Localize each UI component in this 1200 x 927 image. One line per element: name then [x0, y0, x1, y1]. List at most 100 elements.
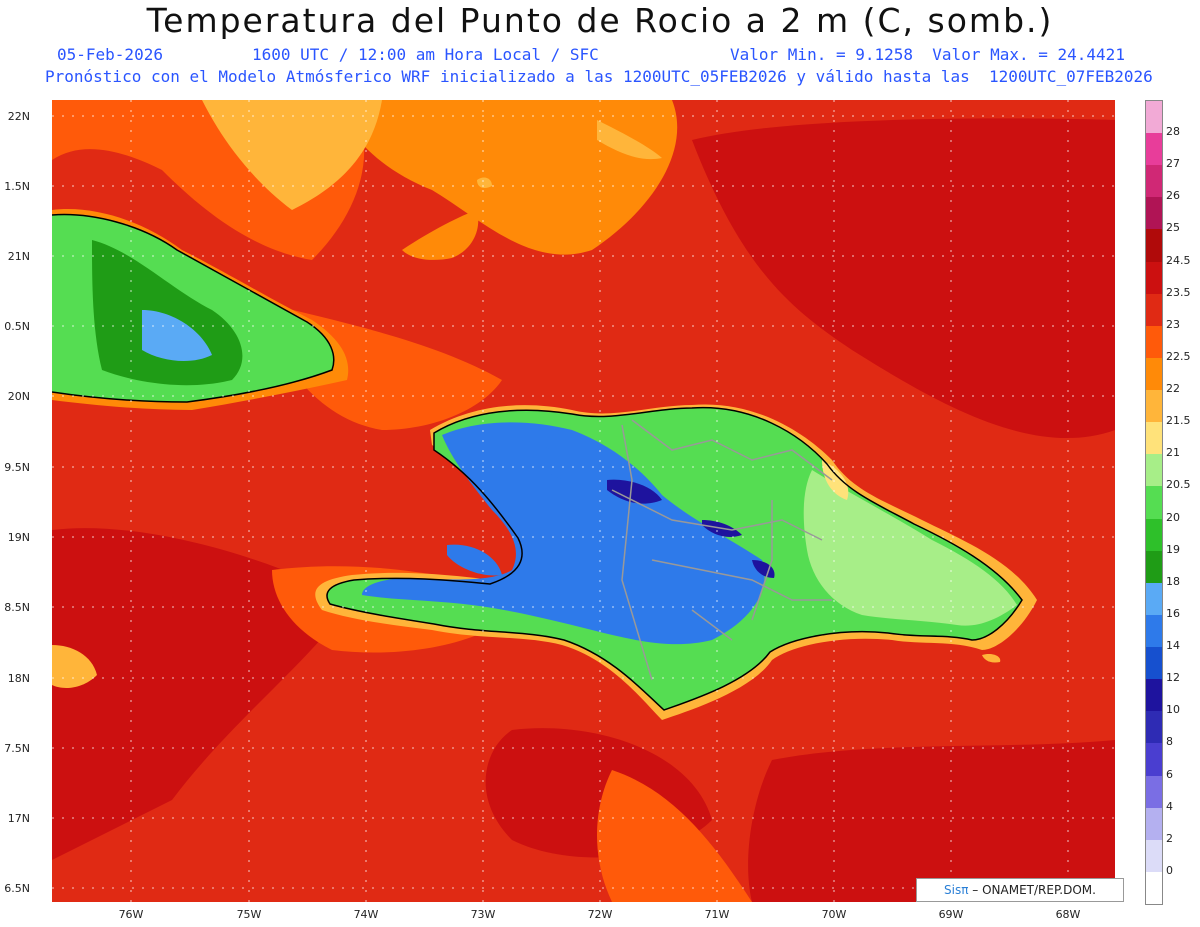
lon-label: 75W	[236, 908, 262, 921]
country-border	[621, 424, 653, 681]
lon-label: 76W	[118, 908, 144, 921]
lon-label: 71W	[704, 908, 730, 921]
legend-label: 18	[1166, 574, 1180, 588]
samana-peninsula	[822, 460, 849, 500]
small-island	[477, 177, 492, 188]
color-scale-legend	[1145, 100, 1163, 905]
time-label: 1600 UTC / 12:00 am Hora Local / SFC	[252, 45, 599, 64]
lat-label: 9.5N	[4, 461, 30, 474]
legend-label: 8	[1166, 735, 1173, 749]
legend-label: 2	[1166, 831, 1173, 845]
legend-swatch	[1146, 422, 1162, 455]
lon-label: 69W	[938, 908, 964, 921]
legend-swatch	[1146, 454, 1162, 487]
legend-swatch	[1146, 229, 1162, 263]
legend-swatch	[1146, 775, 1162, 809]
map-canvas	[52, 100, 1115, 902]
legend-label: 25	[1166, 221, 1180, 235]
legend-label: 20.5	[1166, 478, 1191, 492]
lon-label: 68W	[1055, 908, 1081, 921]
jamaica-tip	[52, 645, 97, 688]
ocean-yellow-n	[202, 100, 382, 210]
legend-swatch	[1146, 807, 1162, 841]
lat-label: 6.5N	[4, 882, 30, 895]
legend-label: 20	[1166, 510, 1180, 524]
legend-swatch	[1146, 550, 1162, 584]
date-label: 05-Feb-2026	[57, 45, 163, 64]
legend-swatch	[1146, 582, 1162, 616]
ocean-orange-south	[597, 770, 752, 902]
lon-label: 72W	[587, 908, 613, 921]
legend-swatch	[1146, 165, 1162, 198]
lat-label: 17N	[7, 812, 30, 825]
legend-swatch	[1146, 839, 1162, 873]
model-info-label: Pronóstico con el Modelo Atmósferico WRF…	[45, 67, 1153, 86]
legend-label: 10	[1166, 703, 1180, 717]
east-lowland	[803, 470, 1017, 626]
legend-swatch	[1146, 647, 1162, 680]
legend-label: 16	[1166, 606, 1180, 620]
lon-label: 70W	[821, 908, 847, 921]
legend-swatch	[1146, 711, 1162, 744]
lat-label: 20N	[7, 390, 30, 403]
legend-swatch	[1146, 679, 1162, 712]
legend-label: 28	[1166, 125, 1180, 139]
cuba-highland	[142, 310, 212, 362]
legend-label: 12	[1166, 671, 1180, 685]
legend-label: 23	[1166, 317, 1180, 331]
great-inagua	[402, 210, 479, 260]
lon-label: 74W	[353, 908, 379, 921]
cuba-coastline	[52, 213, 335, 403]
legend-swatch	[1146, 518, 1162, 552]
legend-label: 22.5	[1166, 349, 1191, 363]
legend-label: 22	[1166, 382, 1180, 396]
legend-swatch	[1146, 133, 1162, 166]
hispaniola-coastline	[326, 406, 1023, 711]
legend-label: 24.5	[1166, 253, 1191, 267]
lon-label: 73W	[470, 908, 496, 921]
legend-swatch	[1146, 743, 1162, 776]
legend-swatch	[1146, 261, 1162, 295]
legend-label: 19	[1166, 542, 1180, 556]
lat-label: 7.5N	[4, 742, 30, 755]
legend-label: 23.5	[1166, 285, 1191, 299]
legend-label: 26	[1166, 189, 1180, 203]
central-highlands	[362, 422, 765, 645]
legend-label: 0	[1166, 863, 1173, 877]
legend-label: 4	[1166, 799, 1173, 813]
cordillera-central-peak	[607, 479, 662, 504]
lat-label: 22N	[7, 110, 30, 123]
ocean-dark-se	[748, 740, 1115, 902]
dewpoint-map[interactable]	[52, 100, 1115, 902]
northern-range	[522, 440, 572, 480]
legend-swatch	[1146, 357, 1162, 391]
legend-swatch	[1146, 101, 1162, 134]
legend-label: 14	[1166, 639, 1180, 653]
province-borders	[611, 419, 833, 641]
caicos-islands	[597, 120, 662, 160]
ocean-dark-sw	[52, 528, 352, 860]
credit-box: Sisπ – ONAMET/REP.DOM.	[916, 878, 1124, 902]
graticule	[52, 100, 1115, 902]
legend-swatch	[1146, 197, 1162, 230]
legend-swatch	[1146, 325, 1162, 359]
lat-label: 19N	[7, 531, 30, 544]
legend-swatch	[1146, 293, 1162, 327]
legend-swatch	[1146, 614, 1162, 648]
gonave-island	[447, 544, 502, 576]
lat-label: 18N	[7, 672, 30, 685]
legend-swatch	[1146, 486, 1162, 520]
ocean-warm-n	[332, 100, 678, 255]
legend-swatch	[1146, 390, 1162, 423]
credit-text: – ONAMET/REP.DOM.	[968, 883, 1096, 897]
legend-label: 27	[1166, 157, 1180, 171]
lat-label: 1.5N	[4, 180, 30, 193]
legend-label: 21	[1166, 446, 1180, 460]
legend-label: 6	[1166, 767, 1173, 781]
legend-swatch	[1146, 871, 1162, 905]
sisp-logo: Sisπ	[944, 883, 969, 897]
map-title: Temperatura del Punto de Rocio a 2 m (C,…	[146, 1, 1054, 40]
min-max-label: Valor Min. = 9.1258 Valor Max. = 24.4421	[730, 45, 1125, 64]
lat-label: 21N	[7, 250, 30, 263]
lat-label: 8.5N	[4, 601, 30, 614]
